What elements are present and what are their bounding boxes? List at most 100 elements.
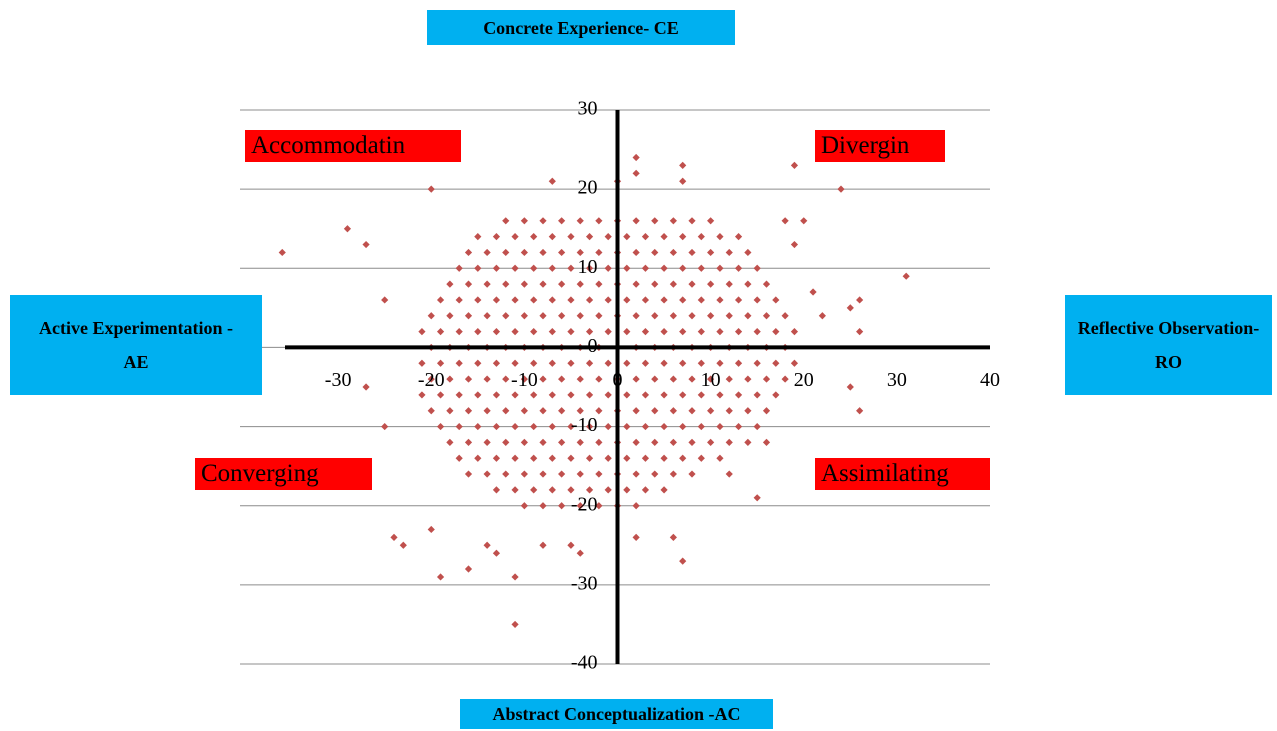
- y-tick-label: -30: [571, 572, 598, 594]
- point: [707, 217, 715, 225]
- point: [474, 328, 482, 336]
- point: [762, 438, 771, 446]
- point: [716, 233, 724, 241]
- x-tick-label: 30: [887, 369, 907, 391]
- point: [604, 486, 612, 494]
- point: [651, 375, 659, 383]
- point: [688, 375, 696, 383]
- point: [688, 470, 696, 478]
- point: [734, 233, 743, 241]
- point: [679, 177, 687, 185]
- point: [716, 359, 724, 367]
- point: [474, 296, 482, 304]
- point: [455, 454, 463, 462]
- point: [539, 438, 547, 446]
- x-tick-label: -10: [511, 369, 538, 391]
- point: [781, 375, 789, 383]
- point: [390, 533, 398, 541]
- point: [669, 280, 677, 288]
- point: [483, 470, 491, 478]
- point: [697, 328, 705, 336]
- point: [474, 422, 482, 431]
- x-tick-label: -30: [325, 369, 352, 391]
- point: [530, 328, 538, 336]
- point: [558, 312, 566, 320]
- point: [502, 375, 510, 383]
- point: [455, 264, 463, 272]
- point: [567, 391, 575, 399]
- point: [679, 264, 687, 272]
- point: [502, 217, 510, 225]
- point: [762, 407, 771, 415]
- point: [790, 240, 799, 249]
- point: [576, 502, 584, 510]
- point: [520, 502, 528, 510]
- point: [492, 454, 501, 462]
- y-tick-label: 10: [578, 256, 598, 278]
- point: [595, 312, 603, 320]
- point: [595, 375, 603, 383]
- point: [464, 248, 473, 257]
- point: [520, 280, 528, 288]
- point: [483, 438, 491, 446]
- point: [679, 557, 687, 565]
- point: [520, 438, 528, 446]
- point: [660, 391, 668, 399]
- point: [595, 217, 603, 225]
- point: [781, 217, 789, 225]
- point: [539, 502, 547, 510]
- point: [716, 391, 724, 399]
- point: [707, 407, 715, 415]
- x-tick-label: -20: [418, 369, 445, 391]
- point: [548, 328, 556, 336]
- point: [576, 549, 584, 557]
- point: [539, 407, 547, 415]
- point: [595, 470, 603, 478]
- point: [511, 422, 519, 431]
- point: [734, 422, 743, 431]
- point: [474, 454, 482, 462]
- point: [725, 407, 733, 415]
- y-tick-label: 20: [578, 177, 598, 199]
- point: [539, 541, 547, 549]
- point: [660, 422, 668, 431]
- point: [278, 248, 286, 257]
- point: [623, 454, 631, 462]
- point: [539, 248, 547, 257]
- point: [707, 375, 715, 383]
- point: [725, 312, 733, 320]
- point: [567, 486, 575, 494]
- point: [800, 217, 808, 225]
- point: [492, 233, 501, 241]
- point: [604, 296, 612, 304]
- point: [716, 328, 724, 336]
- point: [772, 359, 780, 367]
- point: [707, 248, 715, 257]
- point: [511, 296, 519, 304]
- point: [725, 470, 733, 478]
- point: [446, 438, 454, 446]
- point: [697, 359, 705, 367]
- point: [669, 407, 677, 415]
- point: [688, 280, 696, 288]
- point: [464, 470, 473, 478]
- point: [688, 407, 696, 415]
- point: [772, 296, 780, 304]
- point: [381, 296, 389, 304]
- point: [632, 248, 640, 257]
- point: [585, 359, 594, 367]
- point: [837, 185, 845, 193]
- point: [688, 248, 696, 257]
- point: [846, 383, 854, 391]
- point: [520, 217, 528, 225]
- point: [623, 359, 631, 367]
- point: [651, 438, 659, 446]
- point: [762, 280, 771, 288]
- point: [679, 328, 687, 336]
- point: [492, 391, 501, 399]
- point: [446, 280, 454, 288]
- point: [660, 486, 668, 494]
- x-tick-label: 40: [980, 369, 1000, 391]
- point: [558, 217, 566, 225]
- point: [641, 296, 650, 304]
